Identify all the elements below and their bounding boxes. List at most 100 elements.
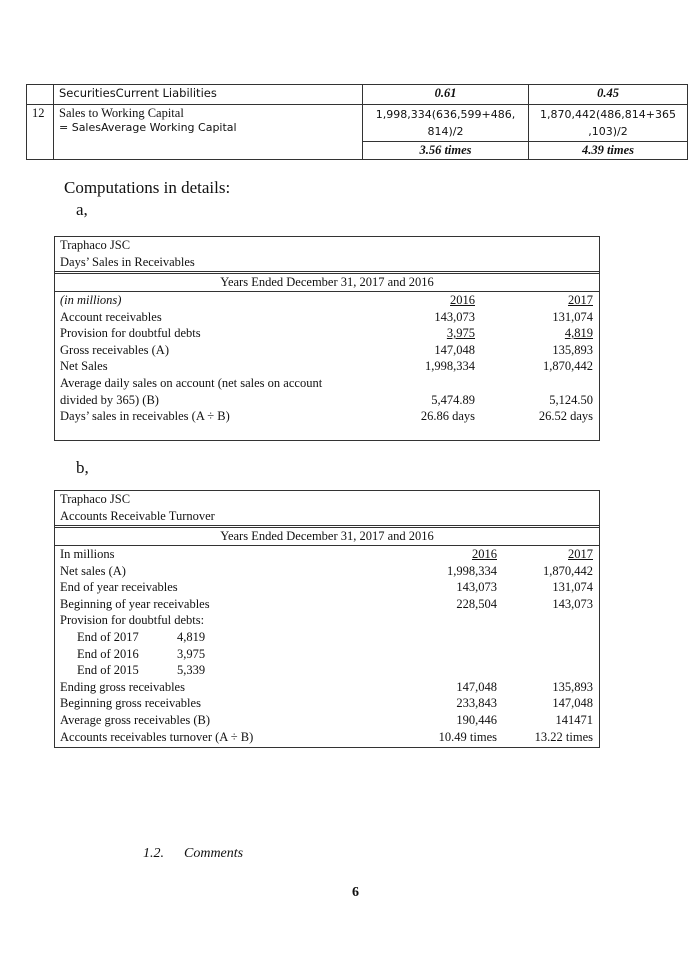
table-row: Ending gross receivables 147,048 135,893 <box>55 679 599 696</box>
comments-heading: 1.2. Comments <box>143 845 243 862</box>
company-name: Traphaco JSC <box>60 238 131 252</box>
value-2017: 0.45 <box>528 84 688 105</box>
calc-2017: 1,870,442(486,814+365 ,103)/2 <box>528 104 688 142</box>
row-label: Ending gross receivables <box>60 679 185 694</box>
value-2017: 147,048 <box>552 696 593 711</box>
table-row: 12 Sales to Working Capital = SalesAverag… <box>26 104 688 160</box>
table-row: End of year receivables 143,073 131,074 <box>55 579 599 596</box>
table-row: Average daily sales on account (net sale… <box>55 375 599 392</box>
provision-row: End of 2016 3,975 <box>55 646 599 663</box>
receivable-turnover-table: Traphaco JSC Accounts Receivable Turnove… <box>54 490 600 748</box>
table-row: SecuritiesCurrent Liabilities 0.61 0.45 <box>26 84 688 105</box>
value-2016: 147,048 <box>434 342 475 357</box>
section-heading: Computations in details: <box>64 178 231 197</box>
row-label: Sales to Working Capital = SalesAverage W… <box>53 104 363 160</box>
row-label: Net Sales <box>60 359 108 374</box>
calc-2016: 1,998,334(636,599+486, 814)/2 <box>362 104 529 142</box>
row-label: Days’ sales in receivables (A ÷ B) <box>60 409 230 424</box>
page-number: 6 <box>352 885 359 900</box>
value-2016: 233,843 <box>456 696 497 711</box>
row-label: Gross receivables (A) <box>60 342 169 357</box>
label-line-1: Sales to Working Capital <box>59 106 184 120</box>
value-2016: 10.49 times <box>438 729 497 744</box>
row-label: Account receivables <box>60 309 162 324</box>
period: Years Ended December 31, 2017 and 2016 <box>55 274 599 292</box>
table-row: Account receivables 143,073 131,074 <box>55 309 599 326</box>
row-label: (in millions) <box>60 293 122 307</box>
table-row: Net sales (A) 1,998,334 1,870,442 <box>55 563 599 580</box>
table-row: Gross receivables (A) 147,048 135,893 <box>55 342 599 359</box>
heading-title: Comments <box>184 846 244 861</box>
row-label: Beginning gross receivables <box>60 696 201 711</box>
days-sales-table: Traphaco JSC Days’ Sales in Receivables … <box>54 236 600 441</box>
value-2016: 2016 <box>472 547 497 561</box>
value-2016: 0.61 <box>362 84 529 105</box>
value-2016: 147,048 <box>456 679 497 694</box>
company-name: Traphaco JSC <box>60 492 131 506</box>
value-2017: 13.22 times <box>534 729 593 744</box>
row-label: SecuritiesCurrent Liabilities <box>53 84 363 105</box>
provision-label: End of 2016 <box>77 646 139 661</box>
table-row: Accounts receivables turnover (A ÷ B) 10.… <box>55 729 599 746</box>
value-2016: 143,073 <box>456 580 497 595</box>
row-label: In millions <box>60 547 115 561</box>
value-2016: 2016 <box>450 293 475 307</box>
provision-row: End of 2015 5,339 <box>55 662 599 679</box>
value-2017: 2017 <box>568 547 593 561</box>
table-row: Beginning gross receivables 233,843 147,04… <box>55 695 599 712</box>
row-number: 12 <box>26 104 54 160</box>
value-2017: 141471 <box>555 712 594 727</box>
value-2016: 190,446 <box>456 712 497 727</box>
table-header: Traphaco JSC Accounts Receivable Turnove… <box>55 491 599 528</box>
value-2017: 2017 <box>568 293 593 307</box>
value-2017: 135,893 <box>552 679 593 694</box>
value-2016: 5,474.89 <box>431 392 475 407</box>
provision-row: End of 2017 4,819 <box>55 629 599 646</box>
table-title: Accounts Receivable Turnover <box>60 509 215 523</box>
row-label: Provision for doubtful debts <box>60 326 201 341</box>
value-2017: 5,124.50 <box>549 392 593 407</box>
value-2016: 228,504 <box>456 596 497 611</box>
row-label: Provision for doubtful debts: <box>60 613 205 628</box>
table-row: Provision for doubtful debts 3,975 4,819 <box>55 325 599 342</box>
value-2016: 3,975 <box>446 326 475 341</box>
section-b-label: b, <box>76 458 89 477</box>
provision-label: End of 2015 <box>77 663 139 678</box>
row-label: Average gross receivables (B) <box>60 712 211 727</box>
table-row: Average gross receivables (B) 190,446 1414… <box>55 712 599 729</box>
section-a-label: a, <box>76 200 88 219</box>
period: Years Ended December 31, 2017 and 2016 <box>55 528 599 546</box>
label-line-2: = SalesAverage Working Capital <box>59 121 237 134</box>
table-row: In millions 2016 2017 <box>55 546 599 563</box>
provision-value: 3,975 <box>177 646 206 661</box>
heading-number: 1.2. <box>143 846 164 861</box>
value-2016: 26.86 days <box>420 409 475 424</box>
value-2017: 26.52 days <box>538 409 593 424</box>
value-2017: 131,074 <box>552 580 593 595</box>
provision-value: 5,339 <box>177 663 206 678</box>
table-row: 3.56 times 4.39 times <box>27 141 688 160</box>
table-row: Beginning of year receivables 228,504 143,… <box>55 596 599 613</box>
value-2016: 1,998,334 <box>425 359 475 374</box>
value-2017: 135,893 <box>552 342 593 357</box>
row-label: Accounts receivables turnover (A ÷ B) <box>60 729 254 744</box>
table-title: Days’ Sales in Receivables <box>60 255 195 269</box>
value-2016: 3.56 times <box>362 141 529 160</box>
ratio-table: SecuritiesCurrent Liabilities 0.61 0.45 … <box>26 84 688 160</box>
table-header: Traphaco JSC Days’ Sales in Receivables <box>55 237 599 274</box>
row-label: Average daily sales on account (net sale… <box>60 375 323 390</box>
value-2017: 1,870,442 <box>543 359 593 374</box>
value-2017: 4.39 times <box>528 141 688 160</box>
value-2016: 1,998,334 <box>447 563 497 578</box>
value-2017: 131,074 <box>552 309 593 324</box>
row-label: divided by 365) (B) <box>60 392 159 407</box>
table-row: (in millions) 2016 2017 <box>55 292 599 309</box>
row-label: End of year receivables <box>60 580 178 595</box>
value-2017: 4,819 <box>564 326 593 341</box>
row-label: Net sales (A) <box>60 563 126 578</box>
table-row: Net Sales 1,998,334 1,870,442 <box>55 358 599 375</box>
value-2017: 1,870,442 <box>543 563 593 578</box>
provision-label: End of 2017 <box>77 629 139 644</box>
provision-value: 4,819 <box>177 629 206 644</box>
